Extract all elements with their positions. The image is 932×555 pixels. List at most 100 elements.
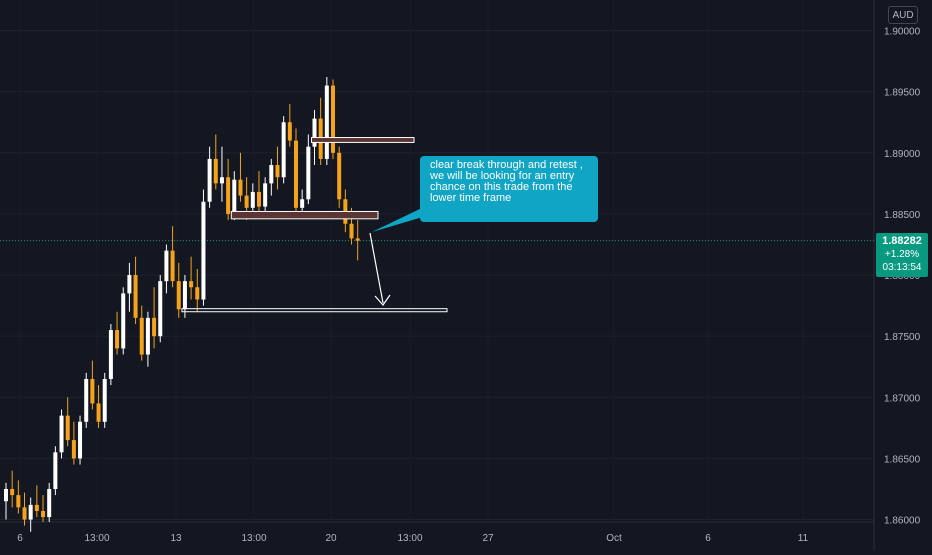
candle [355,220,360,261]
x-tick-label: 20 [325,533,337,544]
candle-body [164,250,169,282]
candle [324,77,329,166]
current-price-value: 1.88282 [882,235,922,247]
candle-body [59,415,64,453]
candle-body [287,122,292,141]
candle [318,97,323,166]
candle [96,385,101,428]
candle [121,287,126,355]
y-tick-label: 1.86000 [884,516,921,527]
candle-body [145,317,150,355]
candle [337,146,342,208]
forecast-arrow-shaft [369,232,384,304]
candles [4,77,360,532]
candle [263,177,268,214]
candle-body [238,179,243,196]
candle-body [337,152,342,200]
candle [16,480,21,514]
candle-body [96,403,101,422]
candle [219,146,224,202]
x-tick-label: 13:00 [241,533,266,544]
candle [41,495,46,522]
target-line[interactable] [181,308,448,313]
y-tick-label: 1.86500 [884,454,921,465]
candle [53,446,58,496]
candle-body [207,158,212,202]
y-tick-label: 1.90000 [884,27,921,38]
callout-line: chance on this trade from the [430,181,573,193]
candle [115,311,120,355]
candle-body [281,122,286,178]
x-tick-label: Oct [606,533,622,544]
candle-body [189,281,194,288]
candle-body [219,177,224,184]
annotations[interactable] [369,206,426,306]
candle-body [22,507,27,520]
candle [108,323,113,386]
candle-body [41,510,46,518]
candle [164,244,169,294]
candle [102,372,107,428]
candle [28,497,33,532]
candle [226,158,231,221]
currency-button[interactable]: AUD [888,6,918,24]
candle-body [28,504,33,520]
candle-body [226,177,231,214]
candle-body [176,281,181,310]
candle-body [127,275,132,294]
x-tick-label: 13 [170,533,182,544]
candle [281,116,286,184]
candle-body [300,199,305,208]
y-tick-label: 1.89500 [884,88,921,99]
candle-body [182,281,187,310]
candle-body [4,488,8,502]
forecast-arrow-head [374,294,391,306]
callout-line: clear break through and retest , [430,159,583,171]
bar-countdown: 03:13:54 [882,262,922,273]
candle-body [78,421,83,459]
analysis-callout[interactable]: clear break through and retest , we will… [420,156,598,222]
candle [176,262,181,318]
candle [213,134,218,190]
callout-line: lower time frame [430,192,512,204]
candle-body [158,281,163,337]
candle [139,305,144,361]
price-change-percent: +1.28% [884,249,920,260]
candle-body [47,488,52,518]
candle-body [232,179,237,214]
y-tick-label: 1.87500 [884,332,921,343]
candle-body [312,118,317,147]
drawn-zones[interactable] [181,137,448,313]
candle-body [256,191,261,207]
candle [182,275,187,318]
candle [65,397,70,447]
candle-body [16,495,21,508]
candle-body [250,191,255,208]
candle [306,134,311,205]
current-price-badge: 1.88282 +1.28% 03:13:54 [876,233,928,277]
retest-zone[interactable] [230,210,379,220]
candle-body [244,195,249,208]
candle [158,275,163,343]
x-tick-label: 11 [798,533,809,544]
y-tick-label: 1.89000 [884,149,921,160]
candle [170,226,175,288]
upper-resistance-zone[interactable] [311,137,415,143]
candle [59,409,64,459]
candle-body [306,146,311,200]
candle-body [84,378,89,422]
candle-body [170,250,175,282]
candle [343,189,348,233]
candle [293,128,298,214]
candle [78,415,83,465]
candle-body [195,287,200,300]
candle [275,146,280,190]
x-tick-label: 13:00 [84,533,109,544]
candle-body [152,317,157,337]
candle [152,287,157,349]
candle-body [53,452,58,489]
candle-body [349,223,354,239]
y-tick-label: 1.87000 [884,393,921,404]
